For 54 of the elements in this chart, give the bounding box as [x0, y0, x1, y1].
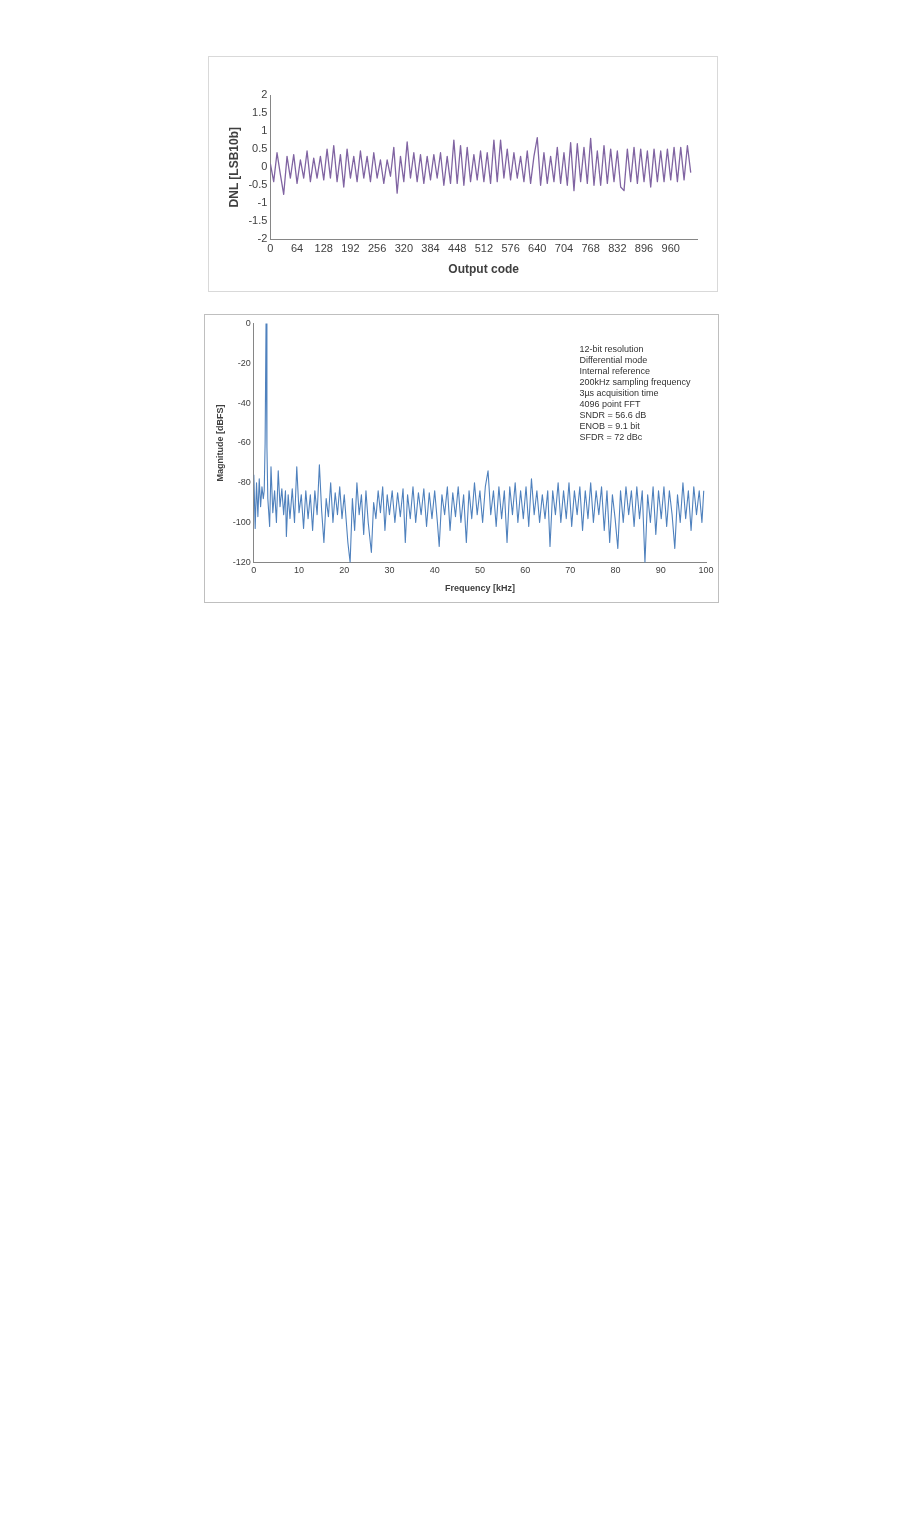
x-axis-title: Output code [448, 262, 520, 277]
annotation: 200kHz sampling frequency [579, 377, 691, 388]
y-tick-label: 0 [245, 317, 251, 328]
x-tick-label: 90 [655, 565, 666, 576]
x-tick-label: 128 [314, 242, 333, 255]
x-tick-label: 192 [341, 242, 360, 255]
annotation: SFDR = 72 dBc [579, 432, 643, 443]
x-tick-label: 256 [367, 242, 387, 255]
annotation: SNDR = 56.6 dB [579, 410, 647, 421]
x-tick-label: 704 [554, 242, 574, 255]
x-tick-label: 512 [474, 242, 494, 255]
x-tick-label: 20 [339, 565, 350, 576]
annotation: Internal reference [579, 366, 650, 377]
x-tick-label: 576 [501, 242, 520, 255]
y-tick-label: 2 [261, 88, 268, 101]
x-axis-title: Frequency [kHz] [444, 583, 515, 594]
x-tick-label: 320 [394, 242, 413, 255]
x-tick-label: 30 [384, 565, 395, 576]
x-tick-label: 40 [429, 565, 440, 576]
y-tick-label: -120 [232, 556, 251, 567]
y-tick-label: -0.5 [248, 178, 268, 191]
y-tick-label: -2 [257, 232, 268, 245]
y-tick-label: -100 [232, 517, 251, 528]
y-tick-label: -20 [237, 357, 251, 368]
x-tick-label: 64 [290, 242, 304, 255]
y-tick-label: 1.5 [252, 106, 268, 119]
x-tick-label: 960 [661, 242, 680, 255]
x-tick-label: 80 [610, 565, 621, 576]
x-tick-label: 60 [520, 565, 531, 576]
x-tick-label: 100 [698, 565, 714, 576]
y-tick-label: -40 [237, 397, 251, 408]
x-tick-label: 768 [581, 242, 600, 255]
annotation: 3µs acquisition time [579, 388, 659, 399]
x-tick-label: 10 [294, 565, 305, 576]
annotation: 12-bit resolution [579, 344, 644, 355]
y-tick-label: 0 [261, 160, 268, 173]
x-tick-label: 50 [474, 565, 485, 576]
y-tick-label: -60 [237, 437, 251, 448]
x-tick-label: 640 [528, 242, 547, 255]
y-axis-title: Magnitude [dBFS] [214, 404, 225, 482]
x-tick-label: 896 [634, 242, 654, 255]
y-axis-title: DNL [LSB10b] [226, 126, 241, 208]
y-tick-label: -1.5 [248, 214, 268, 227]
annotation: ENOB = 9.1 bit [579, 421, 641, 432]
x-tick-label: 448 [448, 242, 467, 255]
x-tick-label: 832 [608, 242, 627, 255]
annotation: 4096 point FFT [579, 399, 641, 410]
y-tick-label: -80 [237, 477, 251, 488]
x-tick-label: 70 [565, 565, 576, 576]
y-tick-label: 0.5 [252, 142, 268, 155]
y-tick-label: 1 [261, 124, 268, 137]
annotation: Differential mode [579, 355, 648, 366]
x-tick-label: 384 [421, 242, 440, 255]
y-tick-label: -1 [257, 196, 268, 209]
